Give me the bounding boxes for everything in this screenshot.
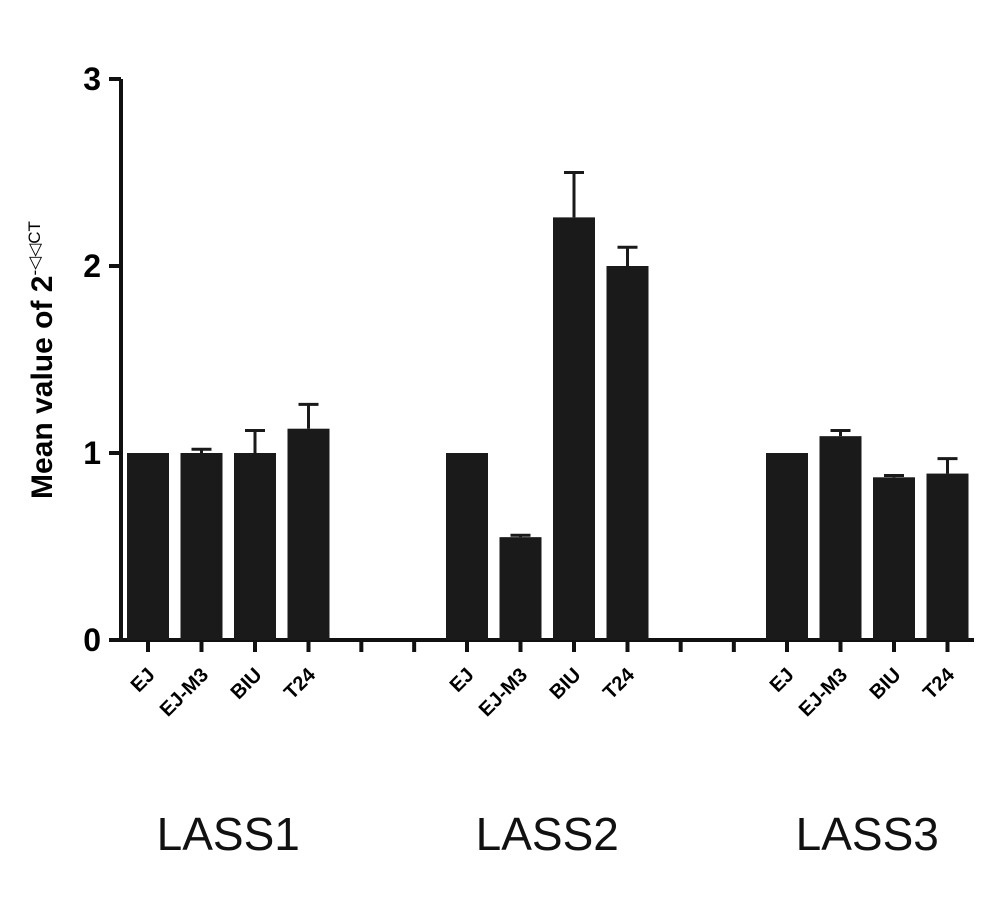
group-label-lass3: LASS3 xyxy=(796,808,939,860)
x-tick-label: EJ-M3 xyxy=(156,664,213,721)
bar-lass2-biu xyxy=(553,217,595,640)
x-tick-label: BIU xyxy=(866,664,906,704)
x-tick-label: T24 xyxy=(919,663,960,704)
y-tick-label: 3 xyxy=(83,61,101,97)
chart-bars xyxy=(127,171,969,640)
y-tick-label: 0 xyxy=(83,622,101,658)
bar-lass3-ej xyxy=(766,453,808,640)
x-tick-label: EJ xyxy=(127,664,160,697)
bar-lass3-t24 xyxy=(926,473,969,640)
x-tick-label: BIU xyxy=(227,664,267,704)
group-labels: LASS1 LASS2 LASS3 xyxy=(157,808,939,860)
y-tick-label: 2 xyxy=(83,248,101,284)
bar-lass1-t24 xyxy=(287,428,330,640)
bar-lass2-ej-m3 xyxy=(499,537,542,640)
group-label-lass1: LASS1 xyxy=(157,808,300,860)
y-tick-label: 1 xyxy=(83,435,101,471)
y-axis-title: Mean value of 2-◁◁CT xyxy=(25,221,59,499)
bar-lass1-ej-m3 xyxy=(180,453,223,640)
bar-lass3-biu xyxy=(873,477,915,640)
group-label-lass2: LASS2 xyxy=(476,808,619,860)
x-tick-label: EJ xyxy=(766,664,799,697)
bar-lass1-biu xyxy=(234,453,276,640)
bar-lass2-t24 xyxy=(606,266,649,640)
bar-lass3-ej-m3 xyxy=(819,436,862,640)
x-tick-label: EJ-M3 xyxy=(795,664,852,721)
x-tick-label: EJ xyxy=(446,664,479,697)
x-tick-label: BIU xyxy=(546,664,586,704)
x-tick-label: T24 xyxy=(599,663,640,704)
bar-lass1-ej xyxy=(127,453,169,640)
x-tick-label: T24 xyxy=(280,663,321,704)
x-tick-label: EJ-M3 xyxy=(475,664,532,721)
bar-lass2-ej xyxy=(446,453,488,640)
